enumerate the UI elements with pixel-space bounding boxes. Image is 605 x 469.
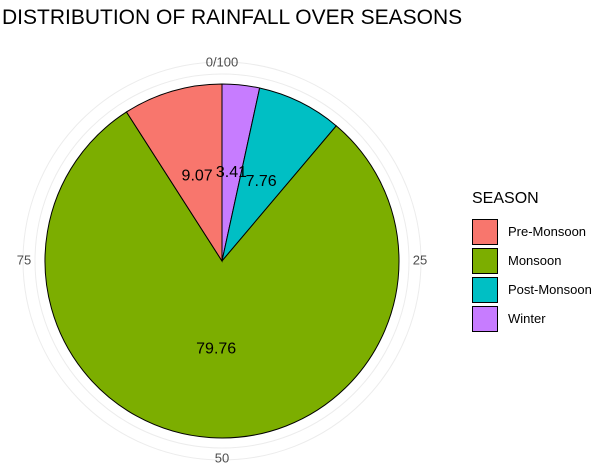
data-label-monsoon: 79.76 [196, 341, 236, 358]
legend-label-monsoon: Monsoon [508, 253, 562, 268]
legend-key-pre-monsoon [472, 218, 498, 245]
legend-item-monsoon: Monsoon [472, 246, 592, 275]
theta-tick-labels: 0/100 25 50 75 [17, 54, 427, 465]
theta-tick-50: 50 [215, 450, 229, 465]
legend-item-pre-monsoon: Pre-Monsoon [472, 217, 592, 246]
legend-key-winter [472, 305, 498, 332]
data-label-post-monsoon: 7.76 [246, 173, 277, 190]
grid-circle [34, 73, 410, 449]
theta-tick-75: 75 [17, 252, 31, 267]
legend-label-pre-monsoon: Pre-Monsoon [508, 224, 587, 239]
legend: SEASON Pre-Monsoon Monsoon Post-Monsoon … [472, 190, 592, 333]
pie-slices [44, 83, 400, 439]
theta-tick-25: 25 [413, 252, 427, 267]
chart-title: DISTRIBUTION OF RAINFALL OVER SEASONS [2, 6, 463, 29]
legend-item-post-monsoon: Post-Monsoon [472, 275, 592, 304]
polar-grid [22, 61, 422, 461]
slice-pre-monsoon [125, 83, 223, 263]
theta-tick-0-100: 0/100 [206, 54, 239, 69]
data-label-winter: 3.41 [216, 164, 247, 181]
slice-monsoon [44, 111, 400, 439]
grid-circle [22, 61, 422, 461]
legend-label-winter: Winter [508, 311, 546, 326]
legend-item-winter: Winter [472, 304, 592, 333]
legend-title: SEASON [472, 190, 539, 207]
data-label-pre-monsoon: 9.07 [182, 167, 213, 184]
slice-labels: 3.417.76 79.76 9.07 [182, 164, 277, 357]
legend-label-post-monsoon: Post-Monsoon [508, 282, 592, 297]
legend-key-monsoon [472, 247, 498, 274]
legend-key-post-monsoon [472, 276, 498, 303]
